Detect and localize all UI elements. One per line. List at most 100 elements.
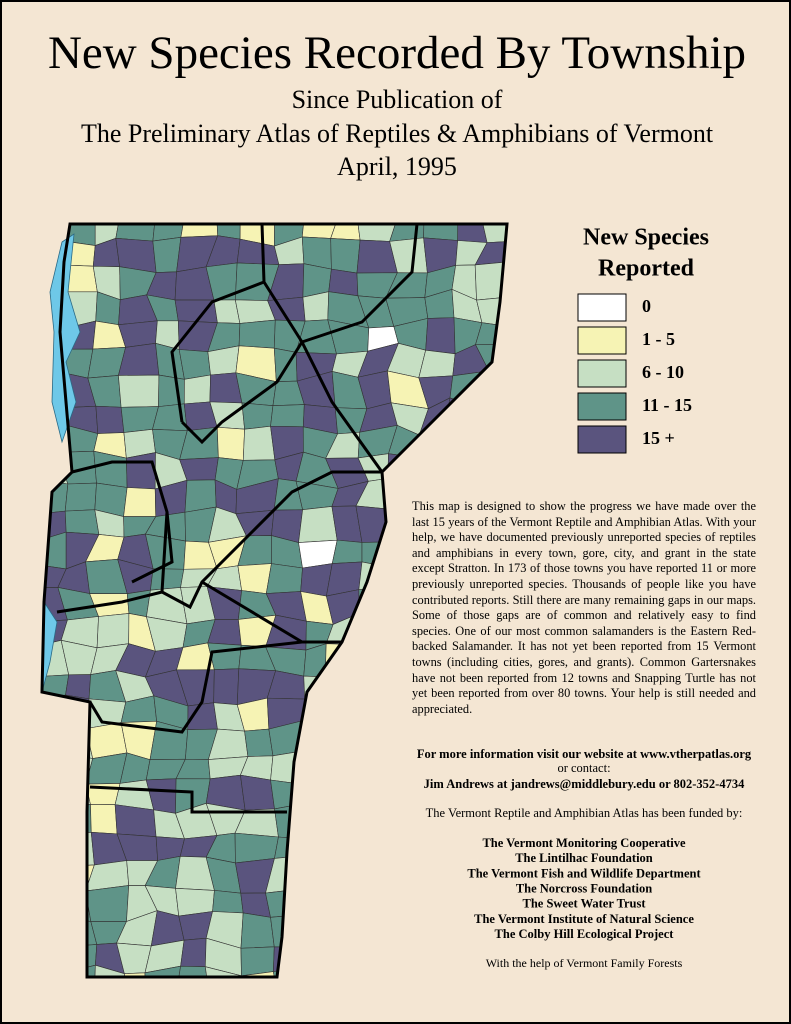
township <box>274 836 306 859</box>
township <box>244 728 274 757</box>
township <box>386 723 421 756</box>
township <box>306 885 331 915</box>
township <box>213 668 240 705</box>
township <box>204 966 243 977</box>
township <box>505 261 507 298</box>
township <box>481 451 507 482</box>
legend-swatch <box>577 425 627 454</box>
township <box>359 776 389 807</box>
legend-swatch <box>577 326 627 355</box>
township <box>64 482 97 512</box>
township <box>42 694 66 732</box>
township <box>212 890 244 914</box>
township <box>90 804 118 835</box>
contact-person: Jim Andrews at jandrews@middlebury.edu o… <box>424 777 745 791</box>
township <box>175 965 211 977</box>
township <box>358 588 396 620</box>
township <box>515 406 549 435</box>
township <box>358 612 396 646</box>
township <box>329 865 368 886</box>
township <box>42 915 61 948</box>
township <box>238 319 276 349</box>
township <box>124 972 146 977</box>
township <box>386 775 421 809</box>
township <box>457 224 488 243</box>
township <box>42 937 68 973</box>
township <box>326 700 362 728</box>
township <box>325 779 364 807</box>
title: New Species Recorded By Township <box>48 27 746 79</box>
township <box>183 374 211 405</box>
description: This map is designed to show the progres… <box>412 499 756 716</box>
township <box>95 405 125 434</box>
township <box>240 946 275 977</box>
township <box>444 423 489 455</box>
township <box>327 940 365 976</box>
township <box>326 883 365 913</box>
township <box>480 964 507 977</box>
township <box>126 452 156 490</box>
township <box>389 965 429 977</box>
township <box>363 643 399 677</box>
township <box>294 837 336 869</box>
township <box>447 973 486 977</box>
township <box>178 349 211 380</box>
funder: The Colby Hill Ecological Project <box>495 927 675 941</box>
township <box>360 667 399 701</box>
township <box>241 971 279 977</box>
township <box>355 942 396 968</box>
township <box>486 883 507 915</box>
township <box>152 236 182 273</box>
legend-label: 1 - 5 <box>642 329 675 349</box>
lake <box>41 233 81 693</box>
township <box>216 426 245 461</box>
subtitle: April, 1995 <box>337 152 457 181</box>
township <box>330 835 368 868</box>
township <box>305 749 333 786</box>
township <box>423 916 454 946</box>
township <box>355 505 397 543</box>
township <box>359 835 399 867</box>
funding-footer: With the help of Vermont Family Forests <box>486 956 683 970</box>
township <box>96 613 130 649</box>
township <box>355 966 395 977</box>
legend-label: 11 - 15 <box>642 395 692 415</box>
township <box>304 802 331 840</box>
legend-swatch <box>577 392 627 421</box>
subtitle: Since Publication of <box>292 85 503 114</box>
funder: The Vermont Institute of Natural Science <box>474 912 694 926</box>
township <box>445 833 482 863</box>
township <box>152 224 185 242</box>
township <box>65 674 91 700</box>
township <box>479 370 507 408</box>
township <box>355 723 396 758</box>
legend-label: 15 + <box>642 428 675 448</box>
contact-website: For more information visit our website a… <box>417 747 752 761</box>
township <box>386 751 422 777</box>
township <box>514 212 542 244</box>
township <box>42 752 69 787</box>
township <box>357 883 399 920</box>
township <box>118 374 160 408</box>
township <box>328 268 359 297</box>
township <box>56 831 95 867</box>
township <box>326 910 365 947</box>
township <box>449 370 490 408</box>
legend-swatch <box>577 359 627 388</box>
township <box>42 882 68 918</box>
funder: The Vermont Monitoring Cooperative <box>482 836 686 850</box>
funding-intro: The Vermont Reptile and Amphibian Atlas … <box>426 806 743 820</box>
township <box>42 805 62 838</box>
township <box>85 885 130 922</box>
township <box>270 404 305 428</box>
township <box>237 563 272 594</box>
township <box>42 723 64 754</box>
township <box>331 539 363 564</box>
township <box>505 342 507 375</box>
funder: The Norcross Foundation <box>516 881 652 895</box>
county-borders <box>40 222 509 979</box>
township <box>150 568 185 591</box>
township <box>393 942 429 968</box>
